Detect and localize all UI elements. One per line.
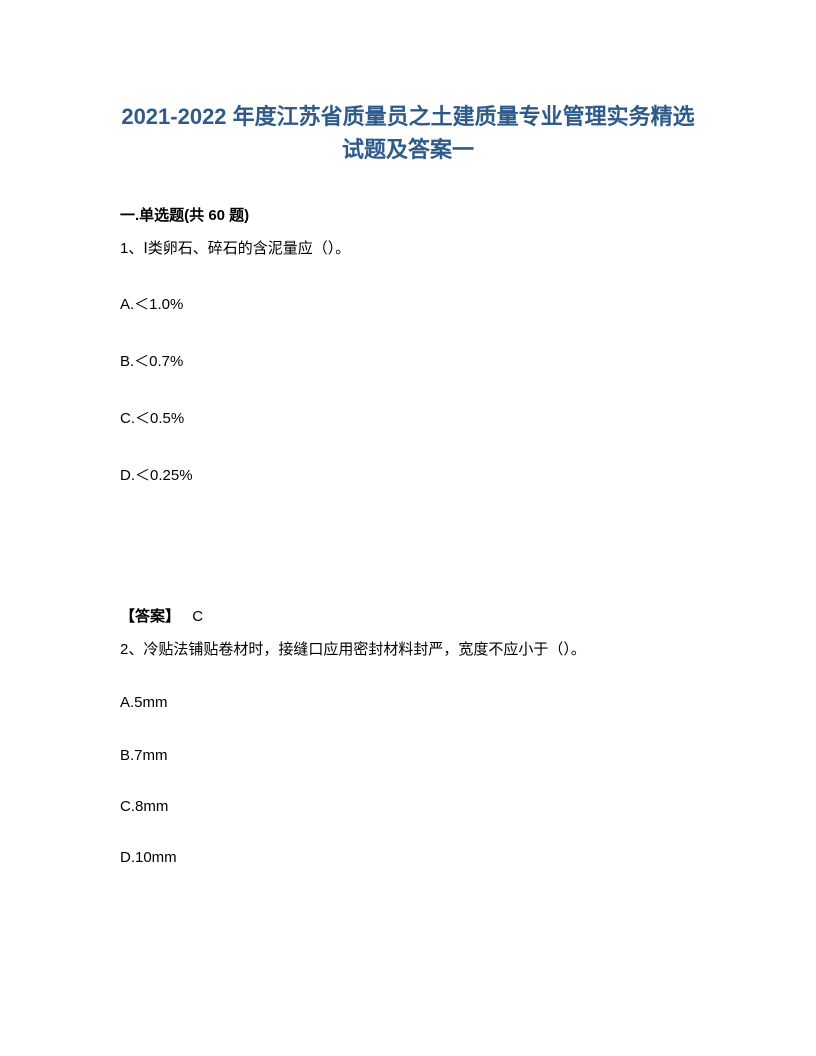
question-2-option-c: C.8mm bbox=[120, 798, 696, 815]
question-1-answer: 【答案】 C bbox=[120, 605, 696, 626]
question-1-option-b: B.＜0.7% bbox=[120, 350, 696, 371]
question-1-option-d: D.＜0.25% bbox=[120, 464, 696, 485]
question-2-option-d: D.10mm bbox=[120, 849, 696, 866]
question-2-text: 2、冷贴法铺贴卷材时，接缝口应用密封材料封严，宽度不应小于（）。 bbox=[120, 638, 696, 662]
question-1-option-a: A.＜1.0% bbox=[120, 293, 696, 314]
question-1-option-c: C.＜0.5% bbox=[120, 407, 696, 428]
answer-value: C bbox=[192, 608, 203, 625]
section-header: 一.单选题(共 60 题) bbox=[120, 204, 696, 225]
question-2-option-b: B.7mm bbox=[120, 747, 696, 764]
question-1-text: 1、Ⅰ类卵石、碎石的含泥量应（）。 bbox=[120, 237, 696, 261]
document-title: 2021-2022 年度江苏省质量员之土建质量专业管理实务精选试题及答案一 bbox=[120, 100, 696, 166]
answer-label: 【答案】 bbox=[120, 608, 180, 625]
question-2-option-a: A.5mm bbox=[120, 694, 696, 711]
